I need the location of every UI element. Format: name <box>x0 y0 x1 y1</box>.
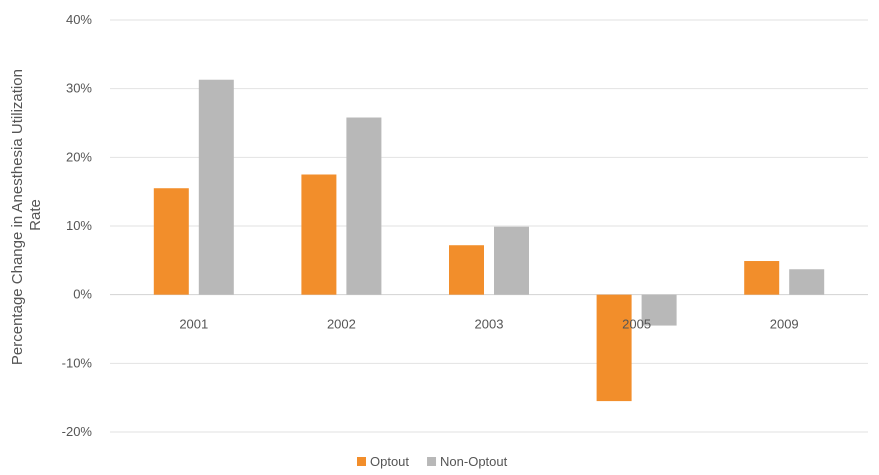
bar-non-optout-2009 <box>789 269 825 295</box>
x-tick-label: 2005 <box>622 317 651 332</box>
gridlines <box>110 19 868 433</box>
x-tick-label: 2003 <box>475 317 504 332</box>
y-tick-label: 20% <box>66 149 92 164</box>
bar-optout-2005 <box>596 294 632 402</box>
bar-non-optout-2005 <box>641 294 677 326</box>
y-axis-label: Percentage Change in Anesthesia Utilizat… <box>9 65 44 365</box>
x-tick-label: 2002 <box>327 317 356 332</box>
y-tick-label: 40% <box>66 12 92 27</box>
y-tick-label: 0% <box>73 287 92 302</box>
y-tick-label: 30% <box>66 81 92 96</box>
bar-optout-2009 <box>744 261 780 295</box>
legend-swatch-non-optout <box>427 457 437 466</box>
y-axis-label-line-2: Rate <box>27 199 44 231</box>
y-tick-label: -20% <box>62 424 93 439</box>
bar-optout-2003 <box>449 245 484 295</box>
legend-label-non-optout: Non-Optout <box>440 454 508 469</box>
y-tick-label: 10% <box>66 218 92 233</box>
x-tick-label: 2009 <box>770 317 799 332</box>
bar-optout-2002 <box>301 174 337 295</box>
legend: Optout Non-Optout <box>357 454 508 469</box>
y-axis-ticks: 40% 30% 20% 10% 0% -10% -20% <box>62 12 93 439</box>
bar-non-optout-2002 <box>346 117 382 295</box>
legend-label-optout: Optout <box>370 454 409 469</box>
bar-non-optout-2001 <box>198 79 234 295</box>
bar-optout-2001 <box>153 188 189 295</box>
y-axis-label-line-1: Percentage Change in Anesthesia Utilizat… <box>9 69 26 365</box>
x-axis-ticks: 2001 2002 2003 2005 2009 <box>179 317 798 332</box>
bars <box>153 79 825 402</box>
y-tick-label: -10% <box>62 355 93 370</box>
legend-swatch-optout <box>357 457 366 466</box>
x-tick-label: 2001 <box>179 317 208 332</box>
bar-non-optout-2003 <box>494 226 529 295</box>
